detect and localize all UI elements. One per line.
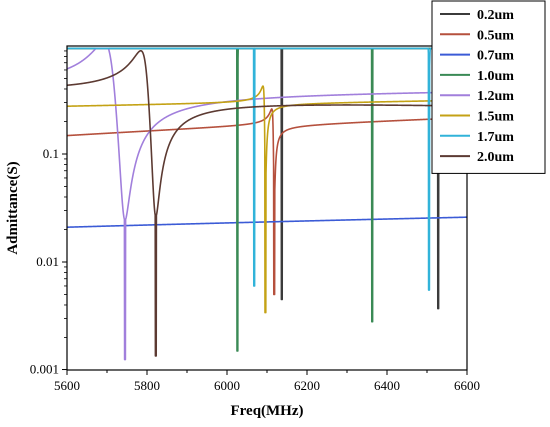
y-tick-label: 0.001 [30, 362, 59, 377]
series-line-0.5um [66, 108, 468, 296]
legend-label-1.5um: 1.5um [477, 110, 514, 125]
series-line-2.0um [66, 49, 468, 357]
y-tick-label: 0.01 [36, 254, 59, 269]
legend-label-0.5um: 0.5um [477, 28, 514, 43]
x-tick-label: 6400 [374, 378, 400, 393]
y-tick-label: 0.1 [43, 146, 59, 161]
legend-label-1.7um: 1.7um [477, 130, 514, 145]
series-line-1.7um [66, 47, 468, 291]
legend-box [431, 0, 546, 174]
axes: 5600 5800 6000 6200 6400 6600 0.001 0.01 0.1 Freq… [5, 45, 480, 419]
x-tick-label: 6000 [214, 378, 240, 393]
series-line-0.2um [66, 47, 468, 310]
series-line-1.5um [66, 85, 468, 314]
legend: 0.2um 0.5um 0.7um 1.0um 1.2um 1.5um 1.7um 2.0um [431, 0, 546, 174]
x-tick-label: 6200 [294, 378, 320, 393]
x-axis-title: Freq(MHz) [230, 403, 303, 419]
series-lines [66, 47, 468, 361]
legend-label-2.0um: 2.0um [477, 150, 514, 165]
x-tick-label: 5600 [54, 378, 80, 393]
x-tick-label: 6600 [454, 378, 480, 393]
y-axis-title: Admittance(S) [5, 161, 21, 254]
series-line-1.2um [66, 47, 468, 361]
x-tick-label: 5800 [134, 378, 160, 393]
series-line-0.7um [66, 216, 468, 228]
legend-label-0.7um: 0.7um [477, 49, 514, 64]
legend-label-0.2um: 0.2um [477, 8, 514, 23]
legend-label-1.2um: 1.2um [477, 89, 514, 104]
legend-label-1.0um: 1.0um [477, 69, 514, 84]
